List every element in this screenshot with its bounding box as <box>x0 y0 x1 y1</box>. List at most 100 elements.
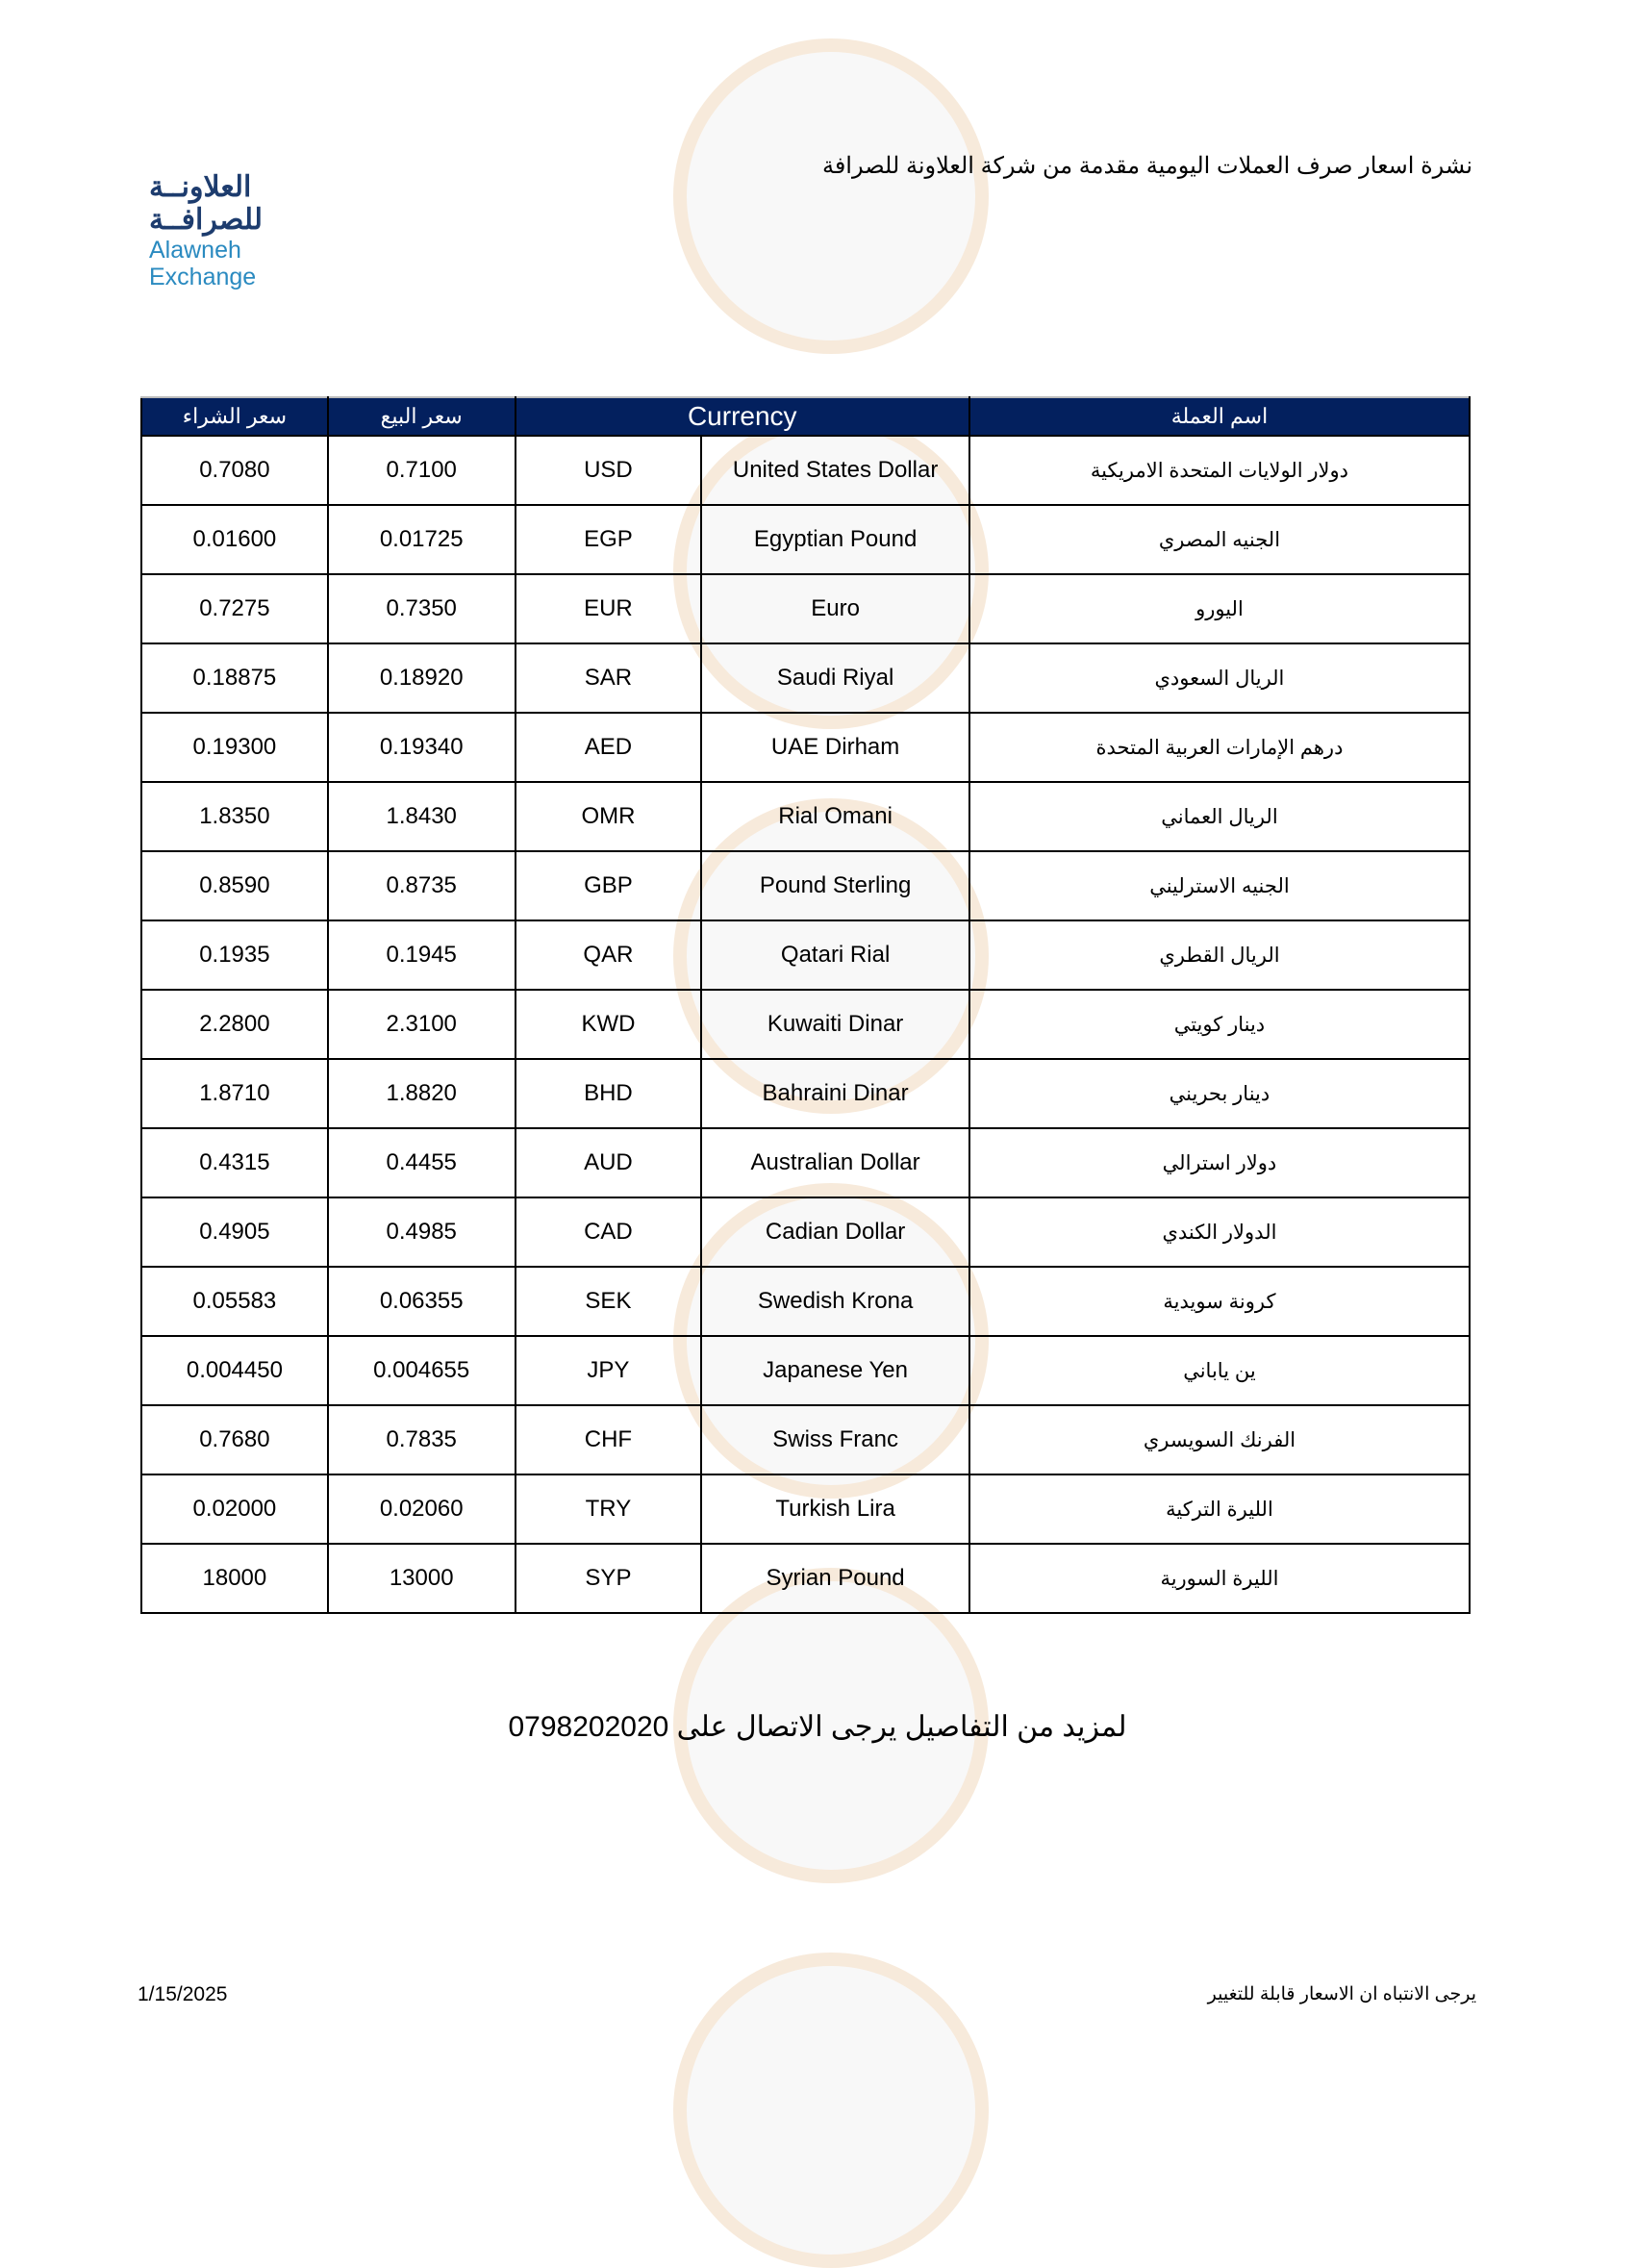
sell-rate: 1.8430 <box>326 781 516 852</box>
table-row: 18000 13000 SYP Syrian Pound الليرة السورية <box>140 1543 1472 1614</box>
sell-rate: 0.02060 <box>326 1474 516 1545</box>
currency-name-arabic: دولار استرالي <box>968 1127 1472 1198</box>
currency-name: Qatari Rial <box>700 920 970 991</box>
table-row: 0.8590 0.8735 GBP Pound Sterling الجنيه الاس… <box>140 850 1472 921</box>
currency-name: Swedish Krona <box>700 1266 970 1337</box>
currency-code: GBP <box>514 850 703 921</box>
sell-rate: 2.3100 <box>326 989 516 1060</box>
currency-code: CHF <box>514 1404 703 1475</box>
currency-code: EUR <box>514 573 703 644</box>
currency-name: Pound Sterling <box>700 850 970 921</box>
buy-rate: 0.1935 <box>140 920 329 991</box>
buy-rate: 0.01600 <box>140 504 329 575</box>
buy-rate: 18000 <box>140 1543 329 1614</box>
column-header-buy: سعر الشراء <box>140 396 329 437</box>
logo-arabic: العلاونــة للصرافــة <box>149 171 263 236</box>
table-row: 0.05583 0.06355 SEK Swedish Krona كرونة سويد… <box>140 1266 1472 1337</box>
currency-code: QAR <box>514 920 703 991</box>
company-logo: العلاونــة للصرافــة Alawneh Exchange <box>149 171 341 290</box>
table-header-row: سعر الشراء سعر البيع Currency اسم العملة <box>140 396 1472 437</box>
currency-code: KWD <box>514 989 703 1060</box>
currency-code: AUD <box>514 1127 703 1198</box>
sell-rate: 0.01725 <box>326 504 516 575</box>
table-row: 0.4315 0.4455 AUD Australian Dollar دولار اس… <box>140 1127 1472 1198</box>
logo-english: Alawneh Exchange <box>149 237 257 290</box>
buy-rate: 0.4905 <box>140 1197 329 1268</box>
watermark-clock-icon <box>673 38 989 354</box>
currency-code: SAR <box>514 643 703 714</box>
bulletin-date: 1/15/2025 <box>138 1983 228 2005</box>
exchange-rates-table: سعر الشراء سعر البيع Currency اسم العملة… <box>140 396 1472 1614</box>
sell-rate: 0.7835 <box>326 1404 516 1475</box>
table-row: 0.004450 0.004655 JPY Japanese Yen ين ياباني <box>140 1335 1472 1406</box>
column-header-currency: Currency <box>514 396 970 437</box>
table-row: 0.1935 0.1945 QAR Qatari Rial الريال القطري <box>140 920 1472 991</box>
currency-name: Rial Omani <box>700 781 970 852</box>
sell-rate: 0.06355 <box>326 1266 516 1337</box>
buy-rate: 0.8590 <box>140 850 329 921</box>
table-row: 0.19300 0.19340 AED UAE Dirham درهم الإمارات… <box>140 712 1472 783</box>
currency-name-arabic: الريال السعودي <box>968 643 1472 714</box>
currency-name-arabic: الريال القطري <box>968 920 1472 991</box>
currency-name-arabic: درهم الإمارات العربية المتحدة <box>968 712 1472 783</box>
currency-code: CAD <box>514 1197 703 1268</box>
price-change-note: يرجى الانتباه ان الاسعار قابلة للتغيير <box>1207 1984 1476 2004</box>
table-row: 0.7680 0.7835 CHF Swiss Franc الفرنك السويسر… <box>140 1404 1472 1475</box>
sell-rate: 0.1945 <box>326 920 516 991</box>
currency-name-arabic: دينار بحريني <box>968 1058 1472 1129</box>
sell-rate: 0.004655 <box>326 1335 516 1406</box>
currency-name: Japanese Yen <box>700 1335 970 1406</box>
currency-name-arabic: اليورو <box>968 573 1472 644</box>
buy-rate: 1.8350 <box>140 781 329 852</box>
buy-rate: 0.18875 <box>140 643 329 714</box>
sell-rate: 0.4985 <box>326 1197 516 1268</box>
table-row: 0.7275 0.7350 EUR Euro اليورو <box>140 573 1472 644</box>
table-row: 0.18875 0.18920 SAR Saudi Riyal الريال السعو… <box>140 643 1472 714</box>
currency-name: Cadian Dollar <box>700 1197 970 1268</box>
sell-rate: 1.8820 <box>326 1058 516 1129</box>
buy-rate: 1.8710 <box>140 1058 329 1129</box>
currency-code: USD <box>514 435 703 506</box>
table-row: 0.02000 0.02060 TRY Turkish Lira الليرة التر… <box>140 1474 1472 1545</box>
currency-name-arabic: الدولار الكندي <box>968 1197 1472 1268</box>
currency-name-arabic: دينار كويتي <box>968 989 1472 1060</box>
currency-code: OMR <box>514 781 703 852</box>
sell-rate: 0.18920 <box>326 643 516 714</box>
contact-info: لمزيد من التفاصيل يرجى الاتصال على 07982… <box>508 1711 1127 1743</box>
buy-rate: 0.19300 <box>140 712 329 783</box>
currency-name: UAE Dirham <box>700 712 970 783</box>
currency-code: SEK <box>514 1266 703 1337</box>
currency-name: Euro <box>700 573 970 644</box>
currency-name-arabic: الجنيه الاسترليني <box>968 850 1472 921</box>
currency-name: Australian Dollar <box>700 1127 970 1198</box>
currency-name-arabic: الليرة السورية <box>968 1543 1472 1614</box>
currency-name: Swiss Franc <box>700 1404 970 1475</box>
currency-code: AED <box>514 712 703 783</box>
currency-name: Kuwaiti Dinar <box>700 989 970 1060</box>
buy-rate: 0.02000 <box>140 1474 329 1545</box>
sell-rate: 0.19340 <box>326 712 516 783</box>
currency-name-arabic: الريال العماني <box>968 781 1472 852</box>
buy-rate: 0.7680 <box>140 1404 329 1475</box>
currency-name-arabic: الجنيه المصري <box>968 504 1472 575</box>
sell-rate: 13000 <box>326 1543 516 1614</box>
currency-name-arabic: دولار الولايات المتحدة الامريكية <box>968 435 1472 506</box>
currency-name-arabic: ين ياباني <box>968 1335 1472 1406</box>
table-row: 1.8350 1.8430 OMR Rial Omani الريال العماني <box>140 781 1472 852</box>
sell-rate: 0.8735 <box>326 850 516 921</box>
buy-rate: 0.7275 <box>140 573 329 644</box>
currency-name: Saudi Riyal <box>700 643 970 714</box>
table-row: 1.8710 1.8820 BHD Bahraini Dinar دينار بحرين… <box>140 1058 1472 1129</box>
currency-name-arabic: الفرنك السويسري <box>968 1404 1472 1475</box>
table-row: 0.7080 0.7100 USD United States Dollar دولار… <box>140 435 1472 506</box>
currency-code: JPY <box>514 1335 703 1406</box>
buy-rate: 0.05583 <box>140 1266 329 1337</box>
buy-rate: 2.2800 <box>140 989 329 1060</box>
currency-code: EGP <box>514 504 703 575</box>
table-row: 2.2800 2.3100 KWD Kuwaiti Dinar دينار كويتي <box>140 989 1472 1060</box>
currency-code: TRY <box>514 1474 703 1545</box>
sell-rate: 0.4455 <box>326 1127 516 1198</box>
currency-code: SYP <box>514 1543 703 1614</box>
currency-name: Bahraini Dinar <box>700 1058 970 1129</box>
buy-rate: 0.004450 <box>140 1335 329 1406</box>
